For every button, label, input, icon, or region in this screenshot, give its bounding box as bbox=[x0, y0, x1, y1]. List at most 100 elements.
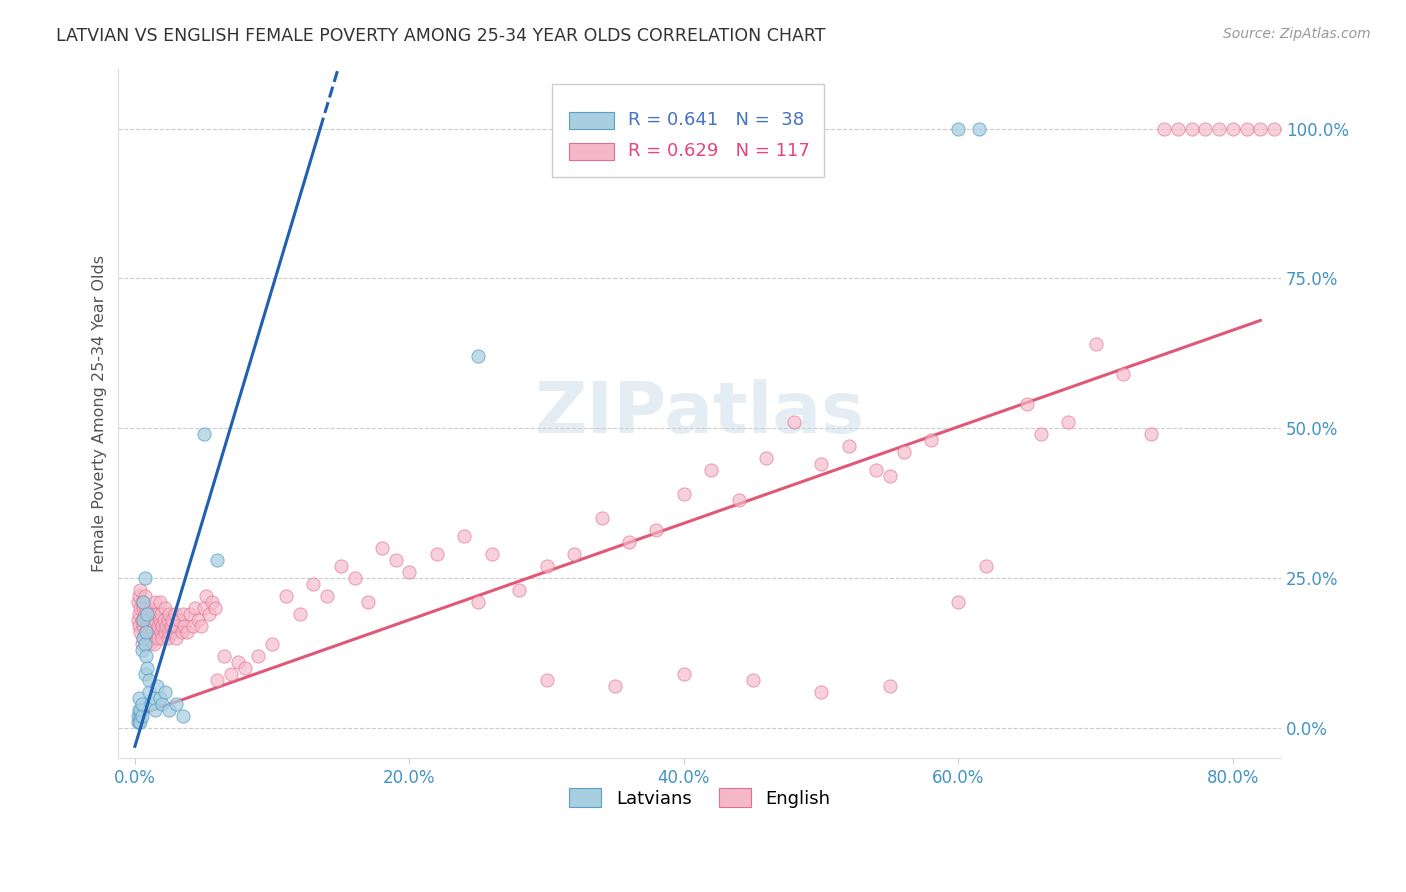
FancyBboxPatch shape bbox=[569, 143, 613, 160]
Point bbox=[948, 121, 970, 136]
Point bbox=[879, 679, 901, 693]
Point bbox=[149, 613, 172, 627]
Point bbox=[134, 625, 156, 640]
Point bbox=[645, 524, 668, 538]
Point bbox=[135, 649, 157, 664]
Point bbox=[131, 643, 153, 657]
Point bbox=[302, 577, 325, 591]
Point bbox=[879, 469, 901, 483]
Point bbox=[536, 559, 558, 574]
Point bbox=[136, 661, 159, 675]
Point bbox=[384, 553, 406, 567]
Point bbox=[920, 434, 942, 448]
Point bbox=[1291, 121, 1313, 136]
Text: Source: ZipAtlas.com: Source: ZipAtlas.com bbox=[1223, 27, 1371, 41]
Point bbox=[162, 625, 184, 640]
Point bbox=[138, 637, 160, 651]
Point bbox=[128, 619, 150, 633]
Point bbox=[165, 619, 187, 633]
Point bbox=[343, 571, 366, 585]
Point bbox=[1236, 121, 1258, 136]
Point bbox=[143, 619, 166, 633]
Point bbox=[467, 595, 489, 609]
Point bbox=[145, 595, 167, 609]
Point bbox=[170, 625, 193, 640]
Point bbox=[247, 649, 270, 664]
Point bbox=[135, 613, 157, 627]
Point bbox=[146, 607, 169, 622]
Point bbox=[129, 601, 152, 615]
Point bbox=[128, 715, 150, 730]
Point bbox=[426, 548, 449, 562]
Point bbox=[134, 667, 156, 681]
Point bbox=[591, 511, 613, 525]
Point bbox=[141, 613, 163, 627]
FancyBboxPatch shape bbox=[553, 85, 824, 177]
Point bbox=[138, 613, 160, 627]
Point bbox=[201, 595, 224, 609]
Point bbox=[149, 595, 172, 609]
Point bbox=[155, 619, 177, 633]
Point bbox=[865, 463, 887, 477]
Point bbox=[165, 632, 187, 646]
Point bbox=[132, 595, 155, 609]
Point bbox=[139, 601, 162, 615]
Point bbox=[617, 535, 640, 549]
Point bbox=[167, 613, 190, 627]
Point bbox=[149, 691, 172, 706]
Point bbox=[700, 463, 723, 477]
Point bbox=[131, 709, 153, 723]
Point bbox=[172, 709, 194, 723]
Point bbox=[134, 637, 156, 651]
Point bbox=[132, 632, 155, 646]
Point bbox=[1153, 121, 1175, 136]
Point bbox=[153, 685, 176, 699]
Point bbox=[150, 698, 173, 712]
Point bbox=[226, 656, 249, 670]
Point bbox=[165, 698, 187, 712]
Point bbox=[562, 548, 585, 562]
Point bbox=[207, 553, 229, 567]
Point bbox=[316, 590, 339, 604]
Point bbox=[136, 607, 159, 622]
Point bbox=[357, 595, 380, 609]
Point bbox=[810, 685, 832, 699]
Point bbox=[198, 607, 221, 622]
Point bbox=[127, 715, 149, 730]
Point bbox=[132, 601, 155, 615]
Point bbox=[132, 613, 155, 627]
Point bbox=[1222, 121, 1244, 136]
Point bbox=[143, 691, 166, 706]
Point bbox=[134, 590, 156, 604]
Point bbox=[176, 625, 198, 640]
Point bbox=[128, 703, 150, 717]
Point bbox=[160, 613, 183, 627]
Point bbox=[134, 607, 156, 622]
Point bbox=[146, 625, 169, 640]
Point bbox=[131, 637, 153, 651]
Point bbox=[150, 632, 173, 646]
Point bbox=[150, 619, 173, 633]
Text: LATVIAN VS ENGLISH FEMALE POVERTY AMONG 25-34 YEAR OLDS CORRELATION CHART: LATVIAN VS ENGLISH FEMALE POVERTY AMONG … bbox=[56, 27, 825, 45]
Point bbox=[181, 619, 204, 633]
Point bbox=[1181, 121, 1204, 136]
Point bbox=[179, 607, 201, 622]
Point bbox=[1029, 427, 1052, 442]
Point bbox=[132, 632, 155, 646]
Point bbox=[129, 625, 152, 640]
Point bbox=[783, 416, 806, 430]
Point bbox=[129, 703, 152, 717]
Point bbox=[1112, 368, 1135, 382]
Point bbox=[1277, 121, 1299, 136]
Point bbox=[195, 590, 218, 604]
Point bbox=[1317, 289, 1340, 303]
Point bbox=[219, 667, 242, 681]
Point bbox=[135, 637, 157, 651]
Point bbox=[135, 625, 157, 640]
Point bbox=[1139, 427, 1161, 442]
Point bbox=[128, 607, 150, 622]
Point bbox=[508, 583, 530, 598]
Point bbox=[193, 601, 215, 615]
Point bbox=[153, 625, 176, 640]
Point bbox=[150, 607, 173, 622]
